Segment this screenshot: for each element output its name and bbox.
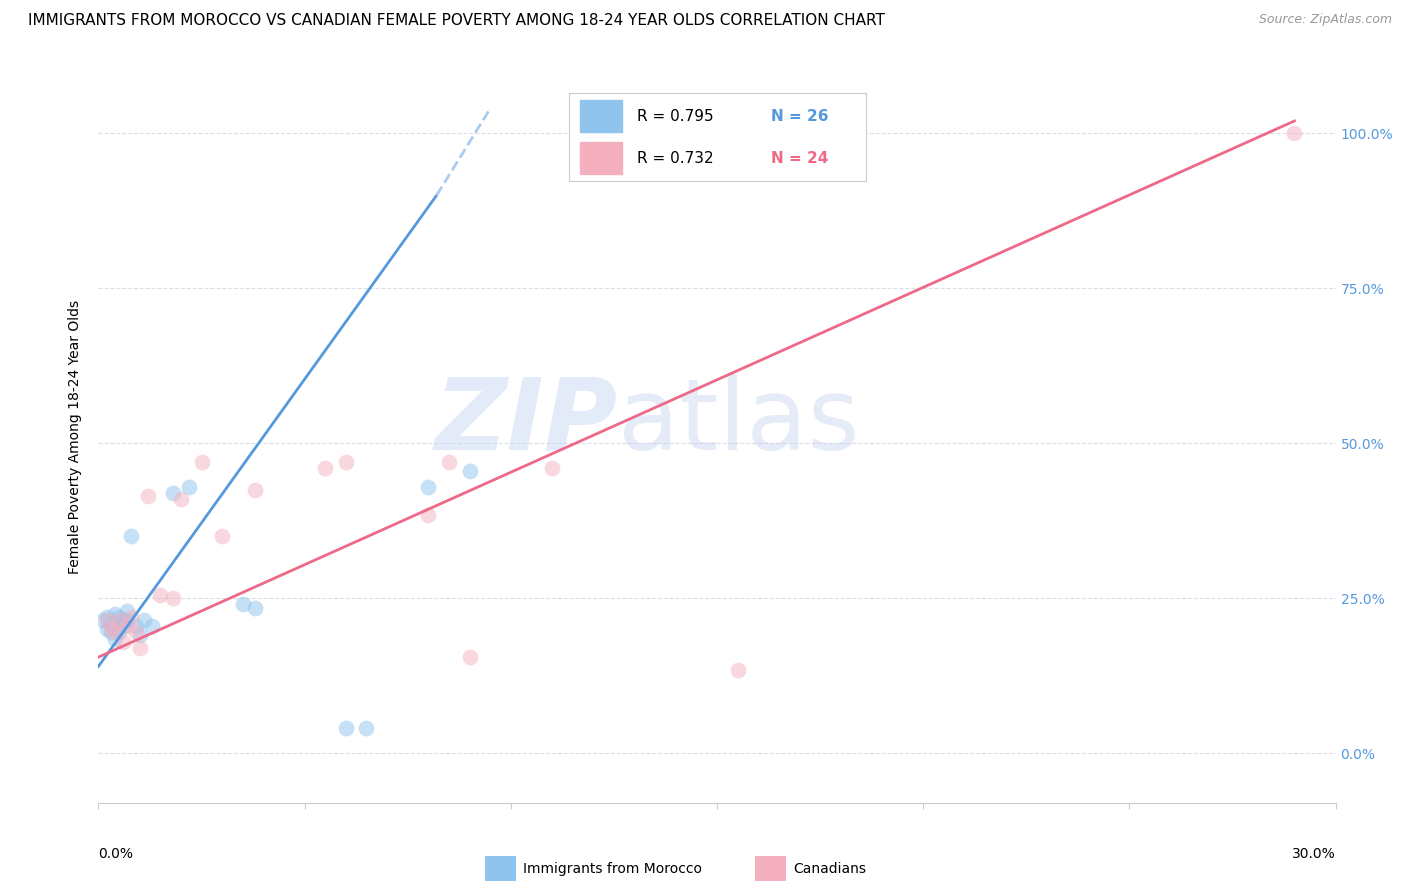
Point <box>104 607 127 621</box>
Point <box>104 632 127 646</box>
Point <box>117 619 139 633</box>
Point <box>132 613 155 627</box>
Point <box>96 610 118 624</box>
Text: N = 24: N = 24 <box>770 151 828 166</box>
Point <box>458 464 481 478</box>
Text: Canadians: Canadians <box>793 862 866 876</box>
Point <box>100 625 122 640</box>
Point <box>356 722 378 736</box>
Point <box>418 480 440 494</box>
Point <box>335 455 357 469</box>
Point <box>100 615 122 630</box>
Text: 0.0%: 0.0% <box>98 847 134 861</box>
Point <box>124 619 146 633</box>
Point <box>437 455 460 469</box>
Point <box>243 600 266 615</box>
Y-axis label: Female Poverty Among 18-24 Year Olds: Female Poverty Among 18-24 Year Olds <box>69 300 83 574</box>
Point <box>541 461 564 475</box>
Point <box>136 489 159 503</box>
Point <box>96 613 118 627</box>
Point <box>179 480 201 494</box>
Point <box>108 610 131 624</box>
Point <box>108 625 131 640</box>
Point <box>243 483 266 497</box>
Point <box>117 613 139 627</box>
Text: atlas: atlas <box>619 374 859 471</box>
Point <box>162 591 184 606</box>
Text: IMMIGRANTS FROM MOROCCO VS CANADIAN FEMALE POVERTY AMONG 18-24 YEAR OLDS CORRELA: IMMIGRANTS FROM MOROCCO VS CANADIAN FEMA… <box>28 13 884 29</box>
Bar <box>581 100 621 132</box>
Bar <box>581 143 621 174</box>
Point <box>100 622 122 636</box>
Point <box>120 529 142 543</box>
Point <box>96 622 118 636</box>
Text: 30.0%: 30.0% <box>1292 847 1336 861</box>
Text: ZIP: ZIP <box>434 374 619 471</box>
Point <box>104 625 127 640</box>
Point <box>727 663 749 677</box>
Text: Source: ZipAtlas.com: Source: ZipAtlas.com <box>1258 13 1392 27</box>
Point <box>1284 126 1306 140</box>
Point <box>458 650 481 665</box>
Point <box>162 486 184 500</box>
Point <box>232 598 254 612</box>
Point <box>120 610 142 624</box>
Point <box>314 461 336 475</box>
Text: R = 0.732: R = 0.732 <box>637 151 713 166</box>
Text: Immigrants from Morocco: Immigrants from Morocco <box>523 862 702 876</box>
Point <box>211 529 233 543</box>
Point <box>190 455 212 469</box>
Point <box>335 722 357 736</box>
Point <box>141 619 163 633</box>
Point <box>112 613 135 627</box>
Text: N = 26: N = 26 <box>770 109 828 124</box>
Text: R = 0.795: R = 0.795 <box>637 109 713 124</box>
Point <box>108 613 131 627</box>
Point <box>149 588 172 602</box>
Point <box>91 613 114 627</box>
Point <box>418 508 440 522</box>
Point <box>112 634 135 648</box>
Point <box>128 640 150 655</box>
Point <box>128 628 150 642</box>
Point <box>117 604 139 618</box>
Point <box>112 619 135 633</box>
Point <box>170 491 193 506</box>
Point <box>124 625 146 640</box>
